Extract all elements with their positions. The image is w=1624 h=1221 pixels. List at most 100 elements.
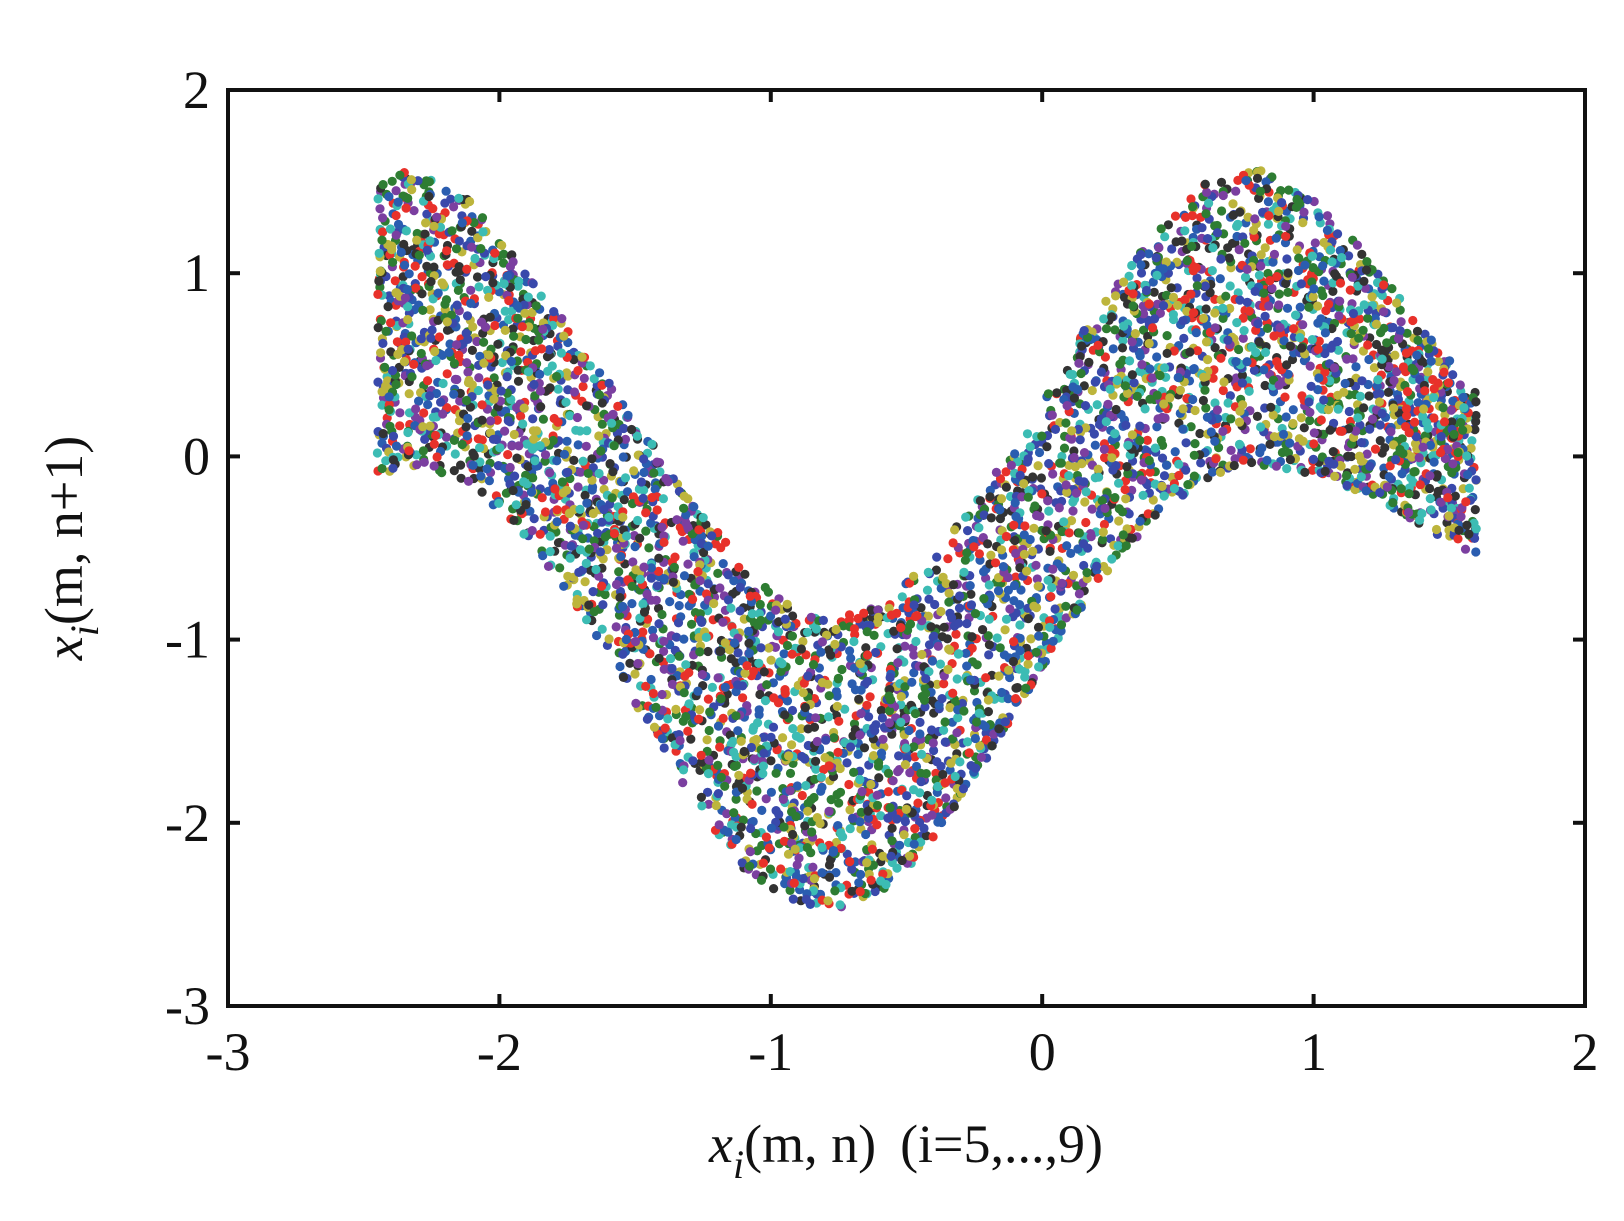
scatter-point <box>450 449 460 459</box>
scatter-point <box>1201 304 1211 314</box>
scatter-point <box>388 455 398 465</box>
scatter-point <box>499 279 509 289</box>
scatter-point <box>652 505 662 515</box>
scatter-point <box>1461 497 1471 507</box>
scatter-point <box>562 436 572 446</box>
scatter-point <box>1359 276 1369 286</box>
scatter-point <box>917 749 927 760</box>
scatter-point <box>1297 343 1307 353</box>
scatter-point <box>1110 325 1120 335</box>
scatter-point <box>401 226 411 236</box>
scatter-point <box>782 599 792 609</box>
scatter-point <box>997 687 1007 698</box>
scatter-point <box>1379 307 1389 317</box>
scatter-point <box>1093 573 1103 584</box>
scatter-point <box>1296 413 1306 423</box>
scatter-point <box>1303 195 1313 205</box>
scatter-point <box>1170 211 1181 221</box>
scatter-point <box>391 230 401 240</box>
scatter-point <box>595 547 606 557</box>
scatter-point <box>1152 352 1162 362</box>
scatter-point <box>1238 400 1248 410</box>
scatter-point <box>808 862 818 872</box>
scatter-point <box>1250 286 1260 296</box>
scatter-point <box>600 532 611 542</box>
scatter-point <box>512 301 523 311</box>
scatter-point <box>854 694 864 704</box>
scatter-point <box>481 272 491 282</box>
scatter-point <box>1279 336 1289 346</box>
scatter-point <box>1443 378 1454 388</box>
scatter-point <box>1127 430 1137 440</box>
scatter-point <box>801 781 811 791</box>
scatter-point <box>1319 276 1329 286</box>
scatter-point <box>1266 402 1276 412</box>
scatter-point <box>900 760 911 770</box>
scatter-point <box>830 639 840 650</box>
scatter-point <box>384 192 394 202</box>
scatter-point <box>1169 483 1179 494</box>
scatter-point <box>488 434 499 444</box>
scatter-point <box>1114 478 1124 488</box>
scatter-point <box>872 790 882 800</box>
scatter-point <box>844 779 854 790</box>
scatter-point <box>641 526 651 536</box>
scatter-point <box>940 737 950 747</box>
scatter-point <box>1011 511 1021 522</box>
scatter-point <box>679 503 689 513</box>
scatter-point <box>1005 604 1015 614</box>
scatter-point <box>422 361 432 371</box>
scatter-point <box>378 429 388 439</box>
scatter-point <box>646 573 657 583</box>
scatter-point <box>476 244 486 254</box>
scatter-point <box>993 586 1004 596</box>
scatter-point <box>668 577 679 587</box>
scatter-point <box>1079 448 1090 458</box>
scatter-point <box>517 322 527 332</box>
scatter-point <box>818 615 829 626</box>
scatter-point <box>1423 367 1433 377</box>
scatter-point <box>720 781 730 791</box>
scatter-point <box>409 359 419 369</box>
scatter-point <box>766 732 776 742</box>
scatter-point <box>756 615 766 626</box>
scatter-point <box>549 307 559 317</box>
scatter-point <box>1202 412 1212 422</box>
scatter-point <box>442 246 452 256</box>
scatter-point <box>540 450 551 460</box>
scatter-point <box>511 500 521 510</box>
scatter-point <box>1456 417 1466 428</box>
scatter-point <box>679 688 689 698</box>
scatter-point <box>1181 438 1191 448</box>
scatter-point <box>552 456 562 466</box>
scatter-point <box>859 743 870 753</box>
scatter-point <box>490 320 500 331</box>
scatter-point <box>969 542 979 552</box>
scatter-point <box>1030 501 1040 511</box>
scatter-point <box>1240 272 1251 282</box>
scatter-point <box>457 439 467 450</box>
scatter-point <box>939 622 949 632</box>
scatter-point <box>1231 186 1241 196</box>
scatter-point <box>981 673 991 683</box>
scatter-point <box>573 482 583 492</box>
scatter-point <box>1364 391 1374 401</box>
scatter-point <box>1333 390 1343 400</box>
scatter-point <box>983 539 993 549</box>
scatter-point <box>639 607 650 617</box>
scatter-point <box>877 713 888 723</box>
scatter-point <box>482 464 492 474</box>
scatter-point <box>939 679 949 689</box>
scatter-point <box>732 680 743 690</box>
scatter-point <box>833 747 843 758</box>
scatter-point <box>1188 394 1198 405</box>
scatter-point <box>833 674 843 684</box>
scatter-point <box>378 213 388 223</box>
scatter-point <box>1365 424 1375 434</box>
scatter-point <box>960 555 971 565</box>
scatter-point <box>475 457 485 467</box>
scatter-point <box>1009 580 1020 591</box>
scatter-point <box>391 379 401 390</box>
scatter-point <box>489 394 499 404</box>
scatter-point <box>499 249 509 259</box>
